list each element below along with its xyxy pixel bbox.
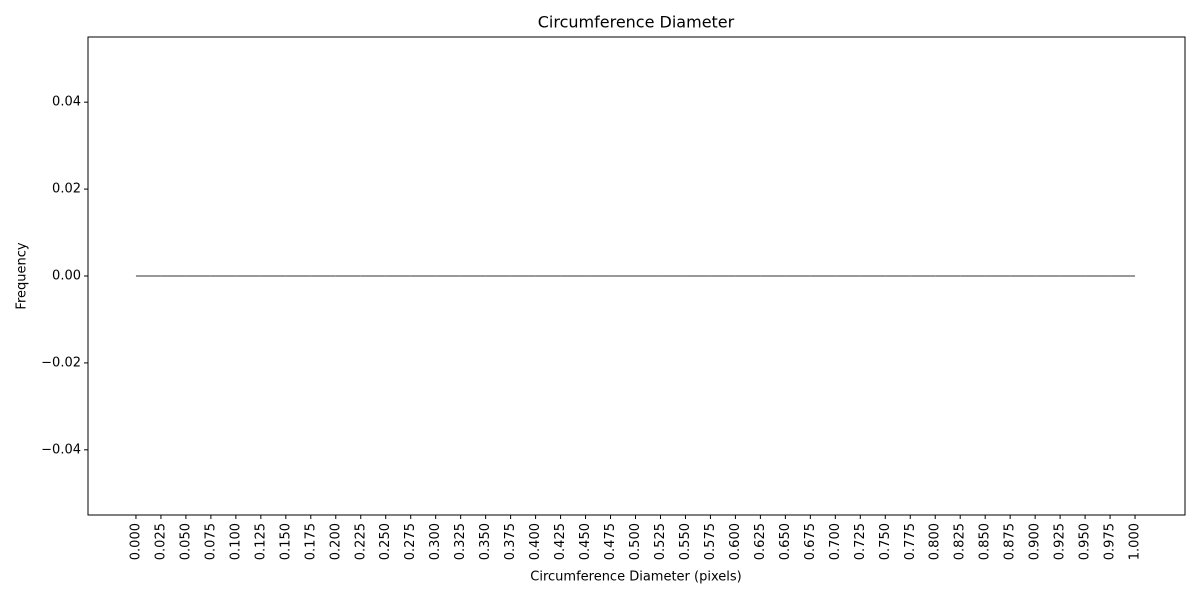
x-tick-label: 0.700 — [828, 523, 843, 560]
x-tick-label: 0.300 — [428, 523, 443, 560]
x-tick-label: 0.175 — [303, 523, 318, 560]
x-tick-label: 0.450 — [578, 523, 593, 560]
x-tick-label: 0.225 — [353, 523, 368, 560]
x-tick-label: 0.650 — [778, 523, 793, 560]
x-tick-label: 0.025 — [153, 523, 168, 560]
plot-frame — [87, 36, 1186, 516]
x-tick-label: 0.075 — [203, 523, 218, 560]
x-tick-label: 0.050 — [178, 523, 193, 560]
x-tick-label: 0.100 — [228, 523, 243, 560]
x-tick-label: 0.575 — [703, 523, 718, 560]
x-tick-label: 1.000 — [1128, 523, 1143, 560]
y-axis-label: Frequency — [15, 242, 30, 309]
x-tick-label: 0.750 — [878, 523, 893, 560]
x-tick-label: 0.425 — [553, 523, 568, 560]
y-tick-label: 0.00 — [52, 269, 81, 284]
x-tick-label: 0.325 — [453, 523, 468, 560]
x-tick-label: 0.900 — [1028, 523, 1043, 560]
y-tick-label: −0.02 — [41, 355, 81, 370]
y-tick-label: 0.02 — [52, 182, 81, 197]
x-tick-label: 0.875 — [1003, 523, 1018, 560]
x-tick-label: 0.550 — [678, 523, 693, 560]
x-tick-label: 0.825 — [953, 523, 968, 560]
x-tick-label: 0.600 — [728, 523, 743, 560]
x-tick-label: 0.350 — [478, 523, 493, 560]
x-tick-label: 0.275 — [403, 523, 418, 560]
x-tick-label: 0.525 — [653, 523, 668, 560]
x-tick-label: 0.250 — [378, 523, 393, 560]
x-tick-label: 0.150 — [278, 523, 293, 560]
x-tick-label: 0.625 — [753, 523, 768, 560]
x-tick-label: 0.975 — [1103, 523, 1118, 560]
x-tick-label: 0.475 — [603, 523, 618, 560]
x-tick-label: 0.850 — [978, 523, 993, 560]
y-tick-label: −0.04 — [41, 442, 81, 457]
x-tick-label: 0.675 — [803, 523, 818, 560]
x-tick-label: 0.400 — [528, 523, 543, 560]
x-tick-label: 0.500 — [628, 523, 643, 560]
y-tick-label: 0.04 — [52, 95, 81, 110]
x-tick-label: 0.950 — [1078, 523, 1093, 560]
x-tick-label: 0.925 — [1053, 523, 1068, 560]
x-tick-label: 0.125 — [253, 523, 268, 560]
x-tick-label: 0.725 — [853, 523, 868, 560]
x-axis-label: Circumference Diameter (pixels) — [530, 570, 741, 585]
x-tick-label: 0.375 — [503, 523, 518, 560]
x-tick-label: 0.800 — [928, 523, 943, 560]
x-tick-label: 0.000 — [128, 523, 143, 560]
chart-title: Circumference Diameter — [538, 13, 735, 32]
x-tick-label: 0.200 — [328, 523, 343, 560]
x-tick-label: 0.775 — [903, 523, 918, 560]
